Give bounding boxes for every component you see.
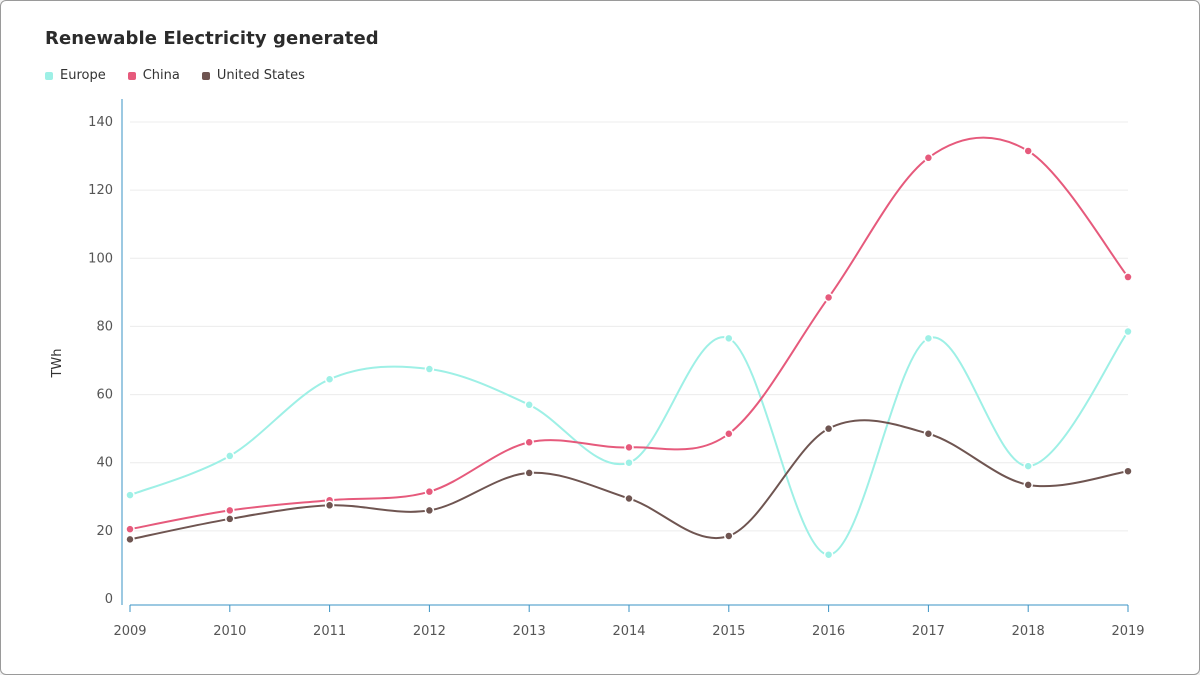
data-point-china bbox=[424, 486, 435, 497]
data-point-china bbox=[624, 442, 634, 453]
data-point-europe bbox=[724, 333, 734, 344]
data-point-united-states bbox=[624, 493, 634, 504]
legend: Europe China United States bbox=[45, 68, 305, 83]
data-point-china bbox=[1123, 272, 1133, 282]
data-point-united-states bbox=[125, 534, 135, 545]
data-point-europe bbox=[225, 451, 235, 461]
y-tick-label: 80 bbox=[96, 319, 113, 334]
legend-item-china[interactable]: China bbox=[127, 68, 180, 83]
data-point-united-states bbox=[923, 429, 934, 439]
data-point-europe bbox=[524, 400, 534, 410]
x-tick-label: 2011 bbox=[313, 624, 346, 639]
y-tick-label: 140 bbox=[88, 115, 113, 130]
data-point-united-states bbox=[1123, 466, 1133, 476]
chart-title: Renewable Electricity generated bbox=[45, 28, 379, 49]
series-line-china bbox=[129, 136, 1129, 531]
y-tick-label: 0 bbox=[105, 592, 113, 607]
data-point-europe bbox=[1023, 461, 1033, 471]
data-point-united-states bbox=[1023, 480, 1033, 490]
y-tick-label: 100 bbox=[88, 251, 113, 266]
y-axis-title: TWh bbox=[50, 348, 65, 378]
x-tick-label: 2016 bbox=[812, 624, 845, 639]
data-point-china bbox=[1023, 146, 1033, 156]
data-point-europe bbox=[624, 457, 634, 468]
legend-item-europe[interactable]: Europe bbox=[45, 68, 106, 83]
x-tick-label: 2017 bbox=[912, 624, 945, 639]
legend-label-united-states: United States bbox=[216, 68, 305, 83]
legend-swatch-europe bbox=[45, 71, 53, 80]
x-tick-label: 2014 bbox=[612, 624, 645, 639]
data-point-europe bbox=[823, 549, 834, 560]
data-point-china bbox=[524, 437, 534, 448]
gridlines bbox=[130, 121, 1128, 532]
data-point-europe bbox=[923, 333, 934, 344]
data-point-united-states bbox=[524, 468, 534, 478]
data-point-china bbox=[923, 153, 934, 163]
x-tick-label: 2009 bbox=[113, 624, 146, 639]
data-point-china bbox=[125, 524, 135, 534]
series-line-united-states bbox=[129, 419, 1129, 541]
data-point-united-states bbox=[724, 531, 734, 541]
x-tick-label: 2010 bbox=[213, 624, 246, 639]
y-tick-label: 20 bbox=[96, 524, 113, 539]
data-point-united-states bbox=[324, 500, 335, 511]
data-point-europe bbox=[424, 364, 435, 374]
legend-label-europe: Europe bbox=[60, 68, 106, 83]
data-points bbox=[125, 146, 1133, 560]
data-point-united-states bbox=[424, 505, 435, 516]
legend-label-china: China bbox=[142, 68, 180, 83]
data-point-china bbox=[823, 292, 834, 303]
legend-item-united-states[interactable]: United States bbox=[201, 68, 305, 83]
x-tick-label: 2012 bbox=[413, 624, 446, 639]
x-tick-label: 2013 bbox=[513, 624, 546, 639]
legend-swatch-united-states bbox=[201, 71, 210, 80]
data-point-china bbox=[724, 429, 734, 439]
data-point-united-states bbox=[225, 514, 235, 524]
data-point-china bbox=[225, 505, 235, 516]
y-axis-ticks: 0 20 40 60 80 100 120 140 bbox=[88, 99, 123, 607]
series-lines bbox=[129, 136, 1129, 556]
data-point-europe bbox=[1123, 326, 1133, 337]
y-tick-label: 40 bbox=[96, 456, 113, 471]
x-tick-label: 2015 bbox=[712, 624, 745, 639]
data-point-europe bbox=[125, 490, 135, 500]
data-point-europe bbox=[324, 374, 335, 384]
data-point-united-states bbox=[823, 423, 834, 434]
x-tick-label: 2019 bbox=[1111, 624, 1144, 639]
x-axis: 2009 2010 2011 2012 2013 2014 2015 2016 2017 2018… bbox=[113, 604, 1145, 639]
x-tick-label: 2018 bbox=[1012, 624, 1045, 639]
y-tick-label: 120 bbox=[88, 183, 113, 198]
legend-swatch-china bbox=[127, 71, 136, 80]
y-tick-label: 60 bbox=[96, 388, 113, 403]
